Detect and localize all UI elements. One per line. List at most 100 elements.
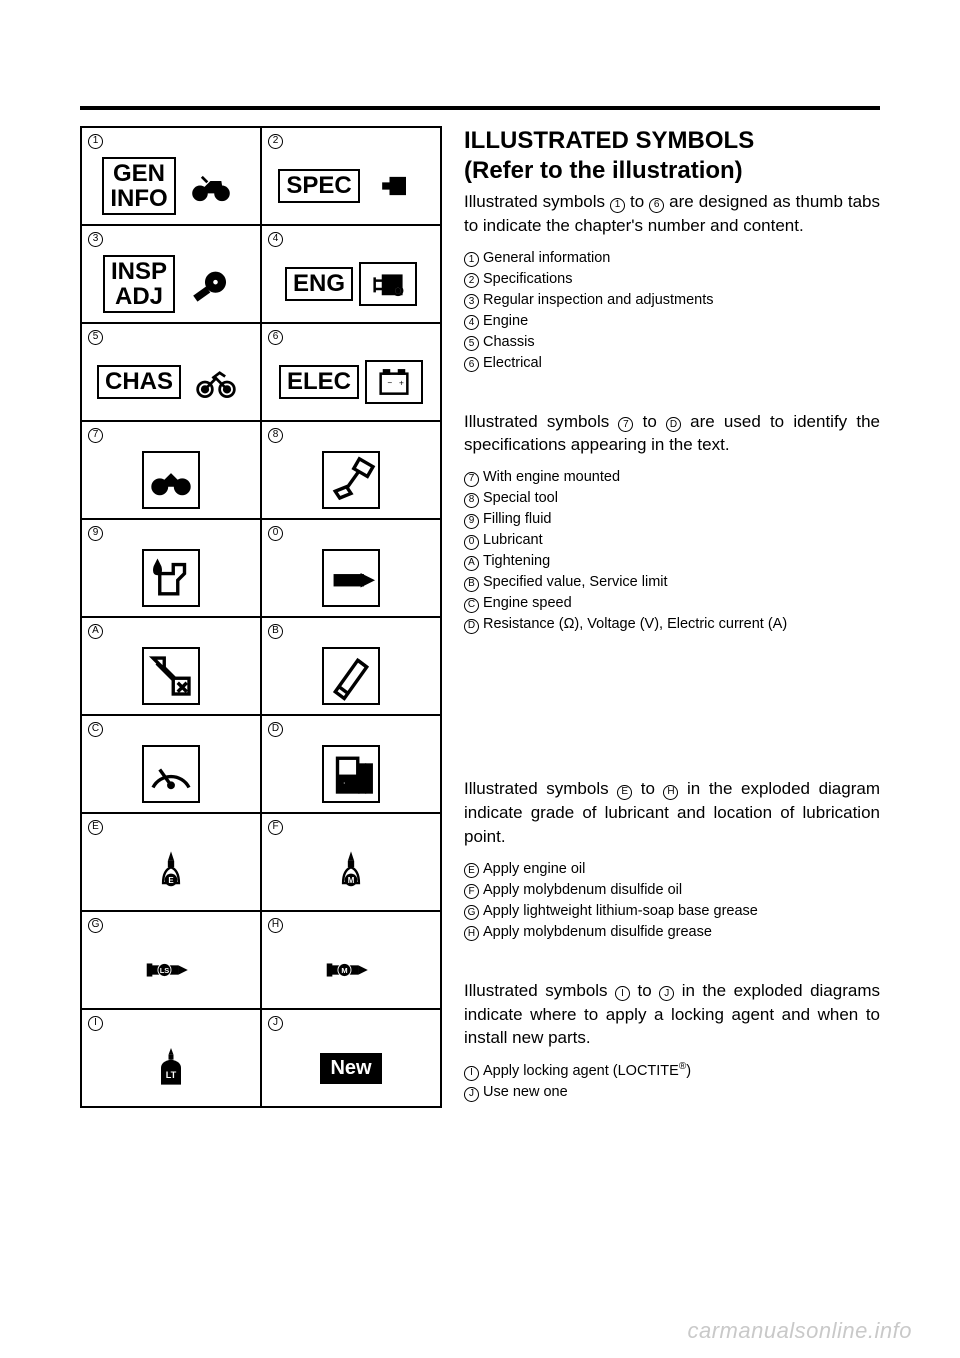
grid-cell: C [81,715,261,813]
battery-icon: −+ [365,360,423,404]
page: 1GENINFO2SPEC3INSPADJ4ENG5CHAS6ELEC−+789… [0,0,960,1358]
legend-text: Electrical [483,353,542,374]
grease-m-icon: M [322,941,380,999]
legend-text: Apply molybdenum disulfide grease [483,922,712,943]
engine-icon [359,262,417,306]
cell-number: E [88,818,103,835]
grid-cell: FM [261,813,441,911]
grid-cell: 7 [81,421,261,519]
tightening-icon [142,647,200,705]
content-row: 1GENINFO2SPEC3INSPADJ4ENG5CHAS6ELEC−+789… [80,126,880,1117]
cell-body: E [82,834,260,910]
cell-body: LS [82,932,260,1008]
legend-item: 0 Lubricant [464,530,880,551]
cell-body: SPEC [262,148,440,224]
cell-number: F [268,818,283,835]
cell-number: I [88,1014,103,1031]
section-title: ILLUSTRATED SYMBOLS (Refer to the illust… [464,126,880,186]
grid-cell: A [81,617,261,715]
grid-cell: 6ELEC−+ [261,323,441,421]
header-rule [80,106,880,110]
legend-item: 7 With engine mounted [464,467,880,488]
legend-text: Lubricant [483,530,543,551]
svg-text:LS: LS [160,966,170,975]
cell-body: ELEC−+ [262,344,440,420]
grid-cell: 5 CHAS [81,323,261,421]
svg-text:−: − [387,377,392,387]
grid-cell: 1 GENINFO [81,127,261,225]
legend-item: 6 Electrical [464,353,880,374]
new-badge: New [320,1053,381,1084]
cell-number: 9 [88,524,103,541]
bolt-icon [366,164,424,208]
para-1: Illustrated symbols 1 to 6 are designed … [464,190,880,238]
cell-body: New [262,1030,440,1106]
grid-cell: ILT [81,1009,261,1107]
tab-label: ELEC [279,365,359,398]
svg-text:M: M [341,966,347,975]
oil-e-icon: E [142,843,200,901]
legend-text: Apply molybdenum disulfide oil [483,880,682,901]
legend-text: Filling fluid [483,509,552,530]
grid-table: 1GENINFO2SPEC3INSPADJ4ENG5CHAS6ELEC−+789… [80,126,442,1108]
para-2: Illustrated symbols 7 to D are used to i… [464,410,880,458]
legend-text: Regular inspection and adjustments [483,290,714,311]
legend-1: 1 General information2 Specifications3 R… [464,248,880,374]
legend-item: A Tightening [464,551,880,572]
legend-item: 2 Specifications [464,269,880,290]
svg-text:+: + [399,377,404,387]
cell-number: 0 [268,524,283,541]
legend-text: Special tool [483,488,558,509]
svg-text:E: E [168,876,173,885]
moto-sm-icon [142,451,200,509]
tab-label: ENG [285,267,353,300]
cell-number: D [268,720,283,737]
legend-text: Chassis [483,332,535,353]
cell-number: A [88,622,103,639]
svg-text:M: M [348,876,355,885]
title-line-2: (Refer to the illustration) [464,157,743,184]
cell-number: 5 [88,328,103,345]
cell-number: H [268,916,283,933]
tab-label: CHAS [97,365,181,398]
tab-label: SPEC [278,169,359,202]
legend-item: F Apply molybdenum disulfide oil [464,880,880,901]
cell-number: 6 [268,328,283,345]
cell-body [262,638,440,714]
moto-chas-icon [187,360,245,404]
cell-number: 7 [88,426,103,443]
legend-item: E Apply engine oil [464,859,880,880]
grid-cell: EE [81,813,261,911]
para-4: Illustrated symbols I to J in the explod… [464,979,880,1050]
grid-cell: 0 [261,519,441,617]
special-tool-icon [322,451,380,509]
legend-2: 7 With engine mounted8 Special tool9 Fil… [464,467,880,635]
cell-body [82,442,260,518]
grid-cell: 2SPEC [261,127,441,225]
legend-item: 1 General information [464,248,880,269]
legend-item: J Use new one [464,1082,880,1103]
cell-number: J [268,1014,283,1031]
legend-item: G Apply lightweight lithium-soap base gr… [464,901,880,922]
moto-icon [182,164,240,208]
cell-body: LT [82,1030,260,1106]
legend-item: 8 Special tool [464,488,880,509]
symbol-grid: 1GENINFO2SPEC3INSPADJ4ENG5CHAS6ELEC−+789… [80,126,442,1117]
cell-number: 4 [268,230,283,247]
grid-cell: 4 ENG [261,225,441,323]
grid-cell: GLS [81,911,261,1009]
legend-item: B Specified value, Service limit [464,572,880,593]
grid-cell: D [261,715,441,813]
legend-item: C Engine speed [464,593,880,614]
legend-item: I Apply locking agent (LOCTITE®) [464,1060,880,1082]
para-3: Illustrated symbols E to H in the explod… [464,777,880,848]
tab-label: GENINFO [102,157,175,215]
lubricant-icon [322,549,380,607]
cell-body [82,736,260,812]
cell-body [262,540,440,616]
cell-number: 1 [88,132,103,149]
gauge-icon [142,745,200,803]
wrench-eye-icon [181,262,239,306]
grid-cell: 3INSPADJ [81,225,261,323]
legend-text: Resistance (Ω), Voltage (V), Electric cu… [483,614,787,635]
